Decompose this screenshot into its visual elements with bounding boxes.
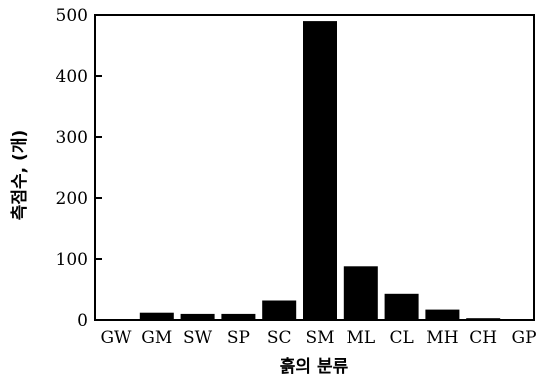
x-ticks-group: GW GM SW SP SC SM ML CL MH CH GP xyxy=(100,328,536,348)
bar-cl xyxy=(384,293,419,320)
y-tick-label-400: 400 xyxy=(56,67,88,87)
x-tick-label-mh: MH xyxy=(426,328,458,348)
y-tick-label-200: 200 xyxy=(56,189,88,209)
x-tick-label-gm: GM xyxy=(141,328,172,348)
y-tick-label-500: 500 xyxy=(56,6,88,26)
x-tick-label-gw: GW xyxy=(100,328,132,348)
bar-mh xyxy=(425,309,460,320)
x-axis-title: 흙의 분류 xyxy=(280,356,349,377)
x-tick-label-sc: SC xyxy=(267,328,292,348)
x-tick-label-ml: ML xyxy=(346,328,375,348)
x-tick-label-ch: CH xyxy=(469,328,497,348)
bar-ml xyxy=(343,266,378,320)
bar-sp xyxy=(221,313,256,320)
x-tick-label-sm: SM xyxy=(305,328,334,348)
x-tick-label-sp: SP xyxy=(227,328,250,348)
y-tick-label-0: 0 xyxy=(77,311,88,331)
x-tick-label-cl: CL xyxy=(389,328,413,348)
bar-gm xyxy=(139,312,174,320)
x-tick-label-gp: GP xyxy=(511,328,536,348)
y-axis-title: 측점수, (개) xyxy=(10,130,30,220)
bars-group xyxy=(139,21,501,320)
y-tick-label-100: 100 xyxy=(56,250,88,270)
bar-sc xyxy=(262,300,297,320)
bar-sw xyxy=(180,313,215,320)
bar-sm xyxy=(303,21,337,320)
bar-ch xyxy=(466,318,501,320)
y-ticks-group: 0 100 200 300 400 500 xyxy=(56,6,102,331)
y-tick-label-300: 300 xyxy=(56,128,88,148)
x-tick-label-sw: SW xyxy=(183,328,213,348)
